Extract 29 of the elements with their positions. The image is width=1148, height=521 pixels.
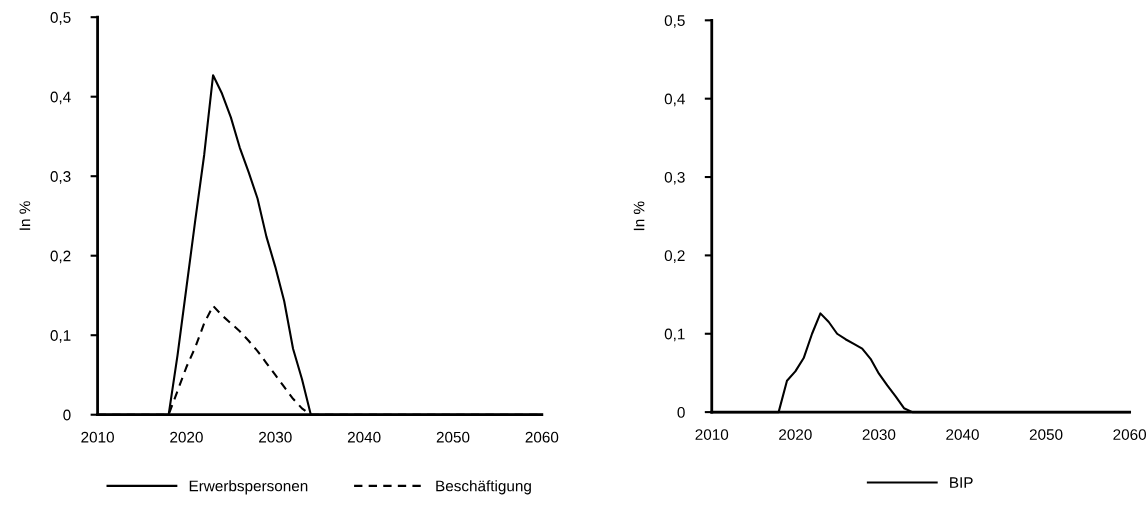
legend-label: Beschäftigung xyxy=(436,480,531,495)
x-tick-label: 2020 xyxy=(170,431,203,443)
y-tick-label: 0 xyxy=(677,406,685,418)
y-axis-title: In % xyxy=(633,201,645,231)
y-tick-label: 0,3 xyxy=(50,171,71,184)
y-axis-title: In % xyxy=(19,201,31,230)
x-tick-label: 2050 xyxy=(1029,429,1063,440)
y-tick-label: 0,5 xyxy=(50,12,71,25)
y-tick-label: 0,2 xyxy=(664,250,685,263)
x-tick-label: 2030 xyxy=(259,431,292,443)
y-tick-label: 0 xyxy=(63,409,71,421)
x-tick-label: 2050 xyxy=(436,431,470,443)
y-tick-label: 0,2 xyxy=(50,250,71,264)
y-tick-label: 0,3 xyxy=(664,171,685,185)
x-tick-label: 2040 xyxy=(946,429,979,440)
y-tick-label: 0,4 xyxy=(50,91,71,105)
legend-label: Erwerbspersonen xyxy=(189,480,308,495)
x-tick-label: 2020 xyxy=(779,429,812,440)
y-tick-label: 0,1 xyxy=(50,330,71,343)
y-tick-label: 0,4 xyxy=(664,93,685,107)
y-tick-label: 0,5 xyxy=(664,15,685,28)
x-tick-label: 2010 xyxy=(81,431,114,443)
legend-label: BIP xyxy=(950,477,973,488)
x-tick-label: 2040 xyxy=(347,431,381,443)
x-tick-label: 2010 xyxy=(695,429,729,440)
x-tick-label: 2030 xyxy=(862,429,896,440)
x-tick-label: 2060 xyxy=(525,431,559,443)
x-tick-label: 2060 xyxy=(1113,429,1147,440)
y-tick-label: 0,1 xyxy=(664,328,685,342)
